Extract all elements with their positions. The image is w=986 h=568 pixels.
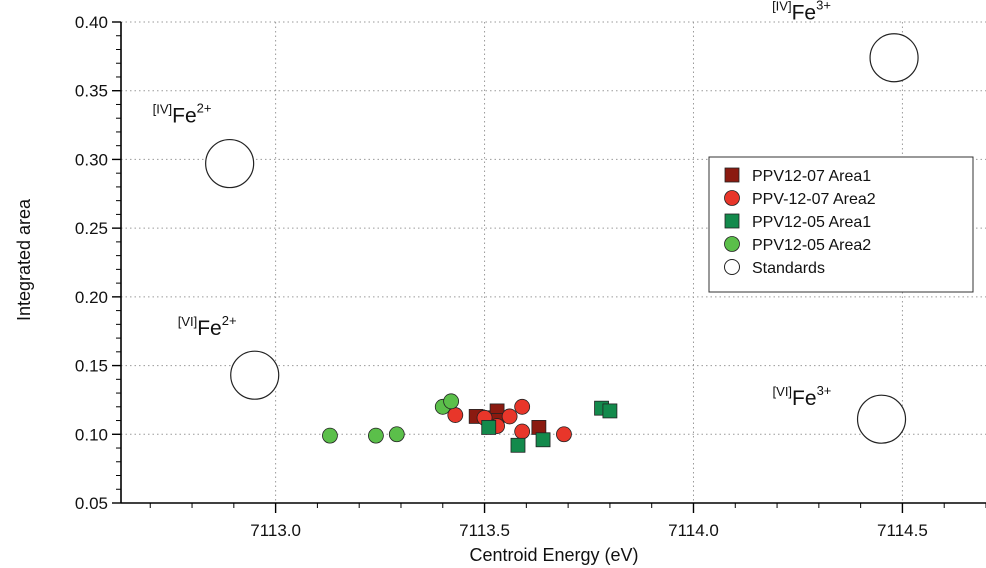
y-tick-label: 0.10 — [75, 425, 108, 444]
data-point-series-2 — [510, 437, 526, 453]
legend-label: PPV-12-07 Area2 — [752, 191, 876, 208]
legend: PPV12-07 Area1 PPV-12-07 Area2 PPV12-05 Ar… — [708, 156, 974, 293]
standard-label: [VI]Fe3+ — [773, 383, 832, 410]
data-point-series-3 — [322, 427, 338, 444]
data-point-series-1 — [514, 423, 531, 440]
data-points — [322, 393, 618, 453]
y-tick-label: 0.40 — [75, 13, 108, 32]
legend-marker — [724, 259, 740, 275]
data-point-series-1 — [556, 426, 572, 443]
data-point-series-0 — [531, 420, 547, 435]
legend-label: PPV12-05 Area2 — [752, 237, 871, 254]
x-axis-title: Centroid Energy (eV) — [469, 545, 638, 565]
data-point-series-2 — [481, 420, 497, 435]
data-point-series-1 — [501, 408, 518, 425]
x-tick-label: 7114.5 — [877, 521, 928, 540]
legend-box — [708, 156, 974, 293]
y-tick-label: 0.30 — [75, 150, 108, 169]
legend-label: Standards — [752, 260, 825, 277]
x-tick-label: 7114.0 — [668, 521, 719, 540]
y-tick-label: 0.05 — [75, 494, 108, 513]
standard-markers — [205, 33, 919, 444]
y-tick-label: 0.15 — [75, 357, 108, 376]
data-point-series-3 — [368, 427, 384, 444]
data-point-series-1 — [514, 398, 531, 415]
data-point-series-3 — [388, 426, 405, 443]
tick-marks — [112, 21, 986, 513]
x-tick-label: 7113.0 — [250, 521, 301, 540]
standard-point — [856, 394, 907, 444]
standard-label: [IV]Fe2+ — [153, 101, 212, 128]
y-tick-label: 0.35 — [75, 82, 108, 101]
y-tick-label: 0.25 — [75, 219, 108, 238]
tick-labels: 0.05 0.10 0.15 0.20 0.25 0.30 0.35 0.40 7113.0 71… — [75, 13, 928, 540]
y-axis-title: Integrated area — [14, 198, 34, 321]
data-point-series-2 — [535, 432, 551, 448]
legend-label: PPV12-07 Area1 — [752, 168, 871, 185]
standard-annotations: [IV]Fe2+ [VI]Fe2+ [IV]Fe3+ [VI]Fe3+ — [153, 0, 832, 410]
standard-point — [230, 350, 280, 400]
legend-marker — [724, 236, 740, 252]
standard-point — [869, 33, 919, 83]
standard-point — [205, 138, 255, 189]
legend-marker — [724, 213, 740, 229]
data-point-series-2 — [602, 403, 618, 419]
legend-label: PPV12-05 Area1 — [752, 214, 871, 231]
standard-label: [IV]Fe3+ — [772, 0, 831, 25]
legend-marker — [724, 167, 740, 183]
axes — [120, 22, 986, 504]
data-point-series-3 — [443, 393, 460, 410]
x-tick-label: 7113.5 — [459, 521, 510, 540]
standard-label: [VI]Fe2+ — [178, 313, 237, 340]
legend-marker — [724, 190, 740, 206]
y-tick-label: 0.20 — [75, 288, 108, 307]
